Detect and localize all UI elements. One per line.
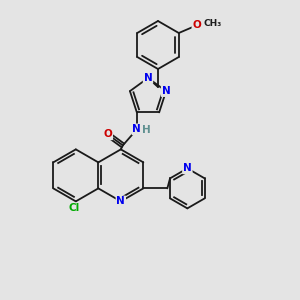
Text: N: N xyxy=(133,124,141,134)
Text: O: O xyxy=(192,20,201,30)
Text: N: N xyxy=(162,86,170,96)
Text: N: N xyxy=(183,164,192,173)
Text: N: N xyxy=(116,196,125,206)
Text: N: N xyxy=(144,73,152,83)
Text: Cl: Cl xyxy=(68,203,80,213)
Text: CH₃: CH₃ xyxy=(204,19,222,28)
Text: O: O xyxy=(103,129,112,140)
Text: H: H xyxy=(142,125,151,135)
